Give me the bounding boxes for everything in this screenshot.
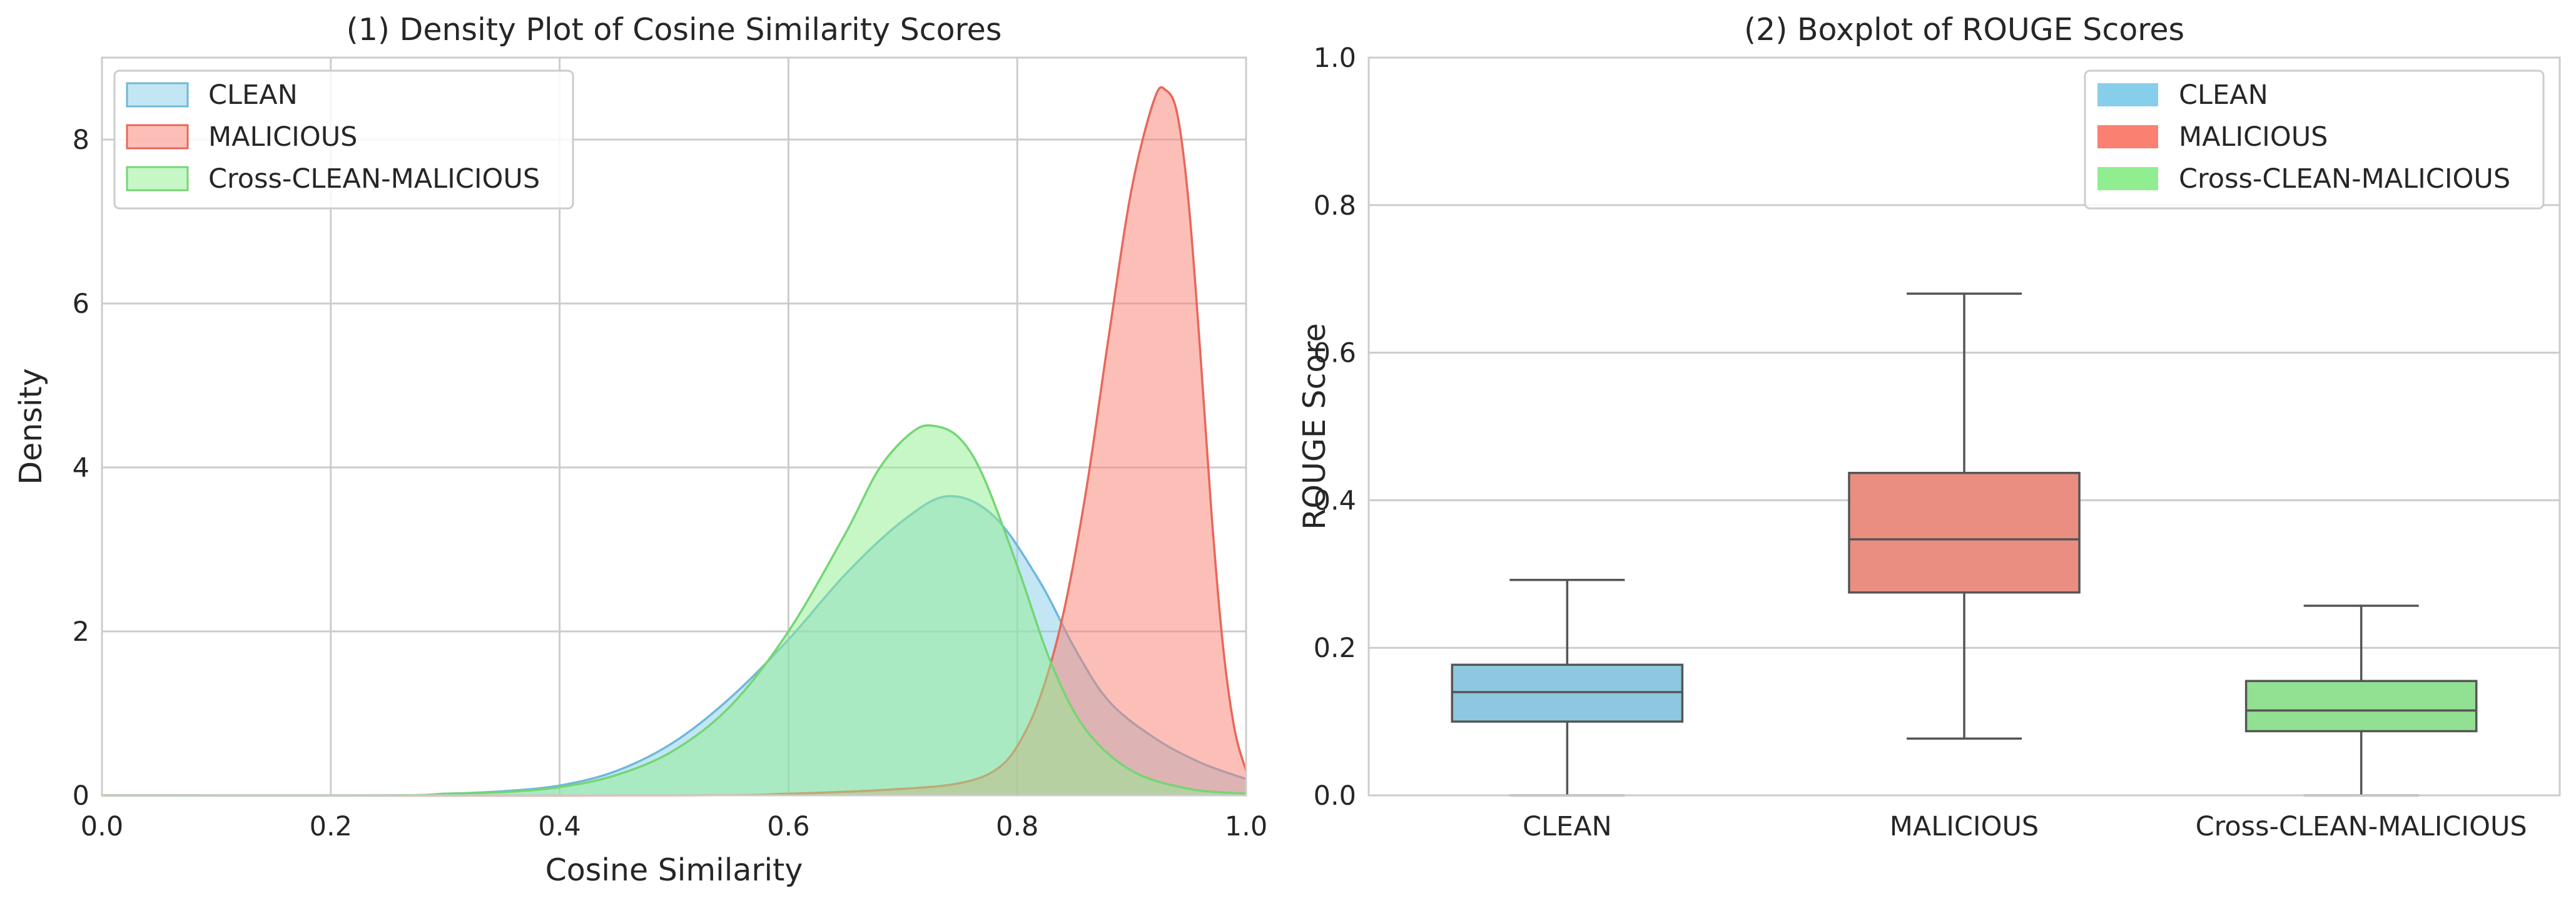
density-x-tick-label: 0.0	[81, 811, 123, 842]
boxplot-y-tick-label: 0.8	[1314, 190, 1356, 222]
density-x-tick-label: 0.8	[996, 811, 1038, 842]
density-legend-label-malicious: MALICIOUS	[208, 121, 357, 153]
boxplot-x-ticks: CLEAN MALICIOUS Cross-CLEAN-MALICIOUS	[1523, 811, 2527, 842]
density-x-tick-label: 0.2	[310, 811, 352, 842]
boxplot-chart-title: (2) Boxplot of ROUGE Scores	[1744, 12, 2184, 48]
density-y-tick-label: 0	[73, 780, 89, 812]
density-chart-title: (1) Density Plot of Cosine Similarity Sc…	[347, 12, 1002, 48]
boxplot-x-tick-label: Cross-CLEAN-MALICIOUS	[2196, 811, 2527, 842]
density-y-ticks: 0 2 4 6 8	[73, 125, 89, 812]
density-x-tick-label: 0.4	[538, 811, 581, 842]
density-y-tick-label: 8	[73, 125, 89, 156]
density-legend-swatch-malicious	[126, 124, 189, 150]
density-y-tick-label: 2	[73, 616, 89, 648]
density-x-ticks: 0.0 0.2 0.4 0.6 0.8 1.0	[81, 811, 1267, 842]
boxplot-y-ticks: 0.0 0.2 0.4 0.6 0.8 1.0	[1314, 43, 1356, 812]
density-legend-swatch-clean	[126, 82, 189, 108]
boxplot-legend-swatch-cross-clean-malicious	[2097, 167, 2158, 190]
boxplot-legend-swatch-clean	[2097, 83, 2158, 106]
box-body	[1451, 663, 1684, 723]
density-x-tick-label: 0.6	[767, 811, 809, 842]
boxplot-y-tick-label: 0.6	[1314, 338, 1356, 369]
density-areas	[101, 86, 1247, 797]
boxplot-legend-swatch-malicious	[2097, 125, 2158, 148]
density-legend: CLEAN MALICIOUS Cross-CLEAN-MALICIOUS	[113, 69, 574, 210]
boxplot-y-axis-label: ROUGE Score	[1297, 323, 1332, 529]
boxplot-y-tick-label: 0.0	[1314, 780, 1356, 812]
density-plot-frame	[101, 56, 1247, 797]
density-legend-frame	[113, 69, 574, 210]
box-clean	[1451, 578, 1684, 797]
boxplot-x-tick-label: CLEAN	[1523, 811, 1612, 842]
box-body	[1848, 472, 2081, 594]
boxplot-y-tick-label: 0.4	[1314, 485, 1356, 516]
density-y-tick-label: 4	[73, 452, 89, 484]
density-x-tick-label: 1.0	[1225, 811, 1267, 842]
density-area-malicious	[102, 87, 1246, 796]
density-legend-label-clean: CLEAN	[208, 79, 298, 111]
box-cross-clean-malicious	[2244, 604, 2478, 797]
boxplot-legend-label-clean: CLEAN	[2179, 79, 2268, 111]
density-y-tick-label: 6	[73, 288, 89, 320]
density-line-cross-clean-malicious	[101, 424, 1247, 797]
box-malicious	[1848, 292, 2081, 740]
density-panel: 0.0 0.2 0.4 0.6 0.8 1.0 0 2 4 6 8 (1) Density Plo…	[13, 12, 1267, 888]
boxplot-y-tick-label: 1.0	[1314, 43, 1356, 74]
box-body	[2244, 680, 2478, 733]
boxplot-legend-label-malicious: MALICIOUS	[2179, 121, 2328, 153]
boxplot-legend: CLEAN MALICIOUS Cross-CLEAN-MALICIOUS	[2084, 69, 2545, 210]
density-x-axis-label: Cosine Similarity	[545, 852, 803, 888]
boxplot-legend-label-cross-clean-malicious: Cross-CLEAN-MALICIOUS	[2179, 163, 2510, 195]
density-legend-label-cross-clean-malicious: Cross-CLEAN-MALICIOUS	[208, 163, 540, 195]
density-legend-swatch-cross-clean-malicious	[126, 166, 189, 191]
density-area-cross-clean-malicious	[102, 425, 1246, 796]
boxplot-x-tick-label: MALICIOUS	[1890, 811, 2039, 842]
boxplot-plot-frame	[1367, 56, 2561, 797]
boxplot-y-tick-label: 0.2	[1314, 633, 1356, 664]
density-y-axis-label: Density	[13, 368, 49, 484]
boxplot-boxes	[1451, 292, 2478, 797]
boxplot-panel: CLEAN MALICIOUS Cross-CLEAN-MALICIOUS 0.00…	[1297, 12, 2561, 842]
boxplot-legend-frame	[2084, 69, 2545, 210]
